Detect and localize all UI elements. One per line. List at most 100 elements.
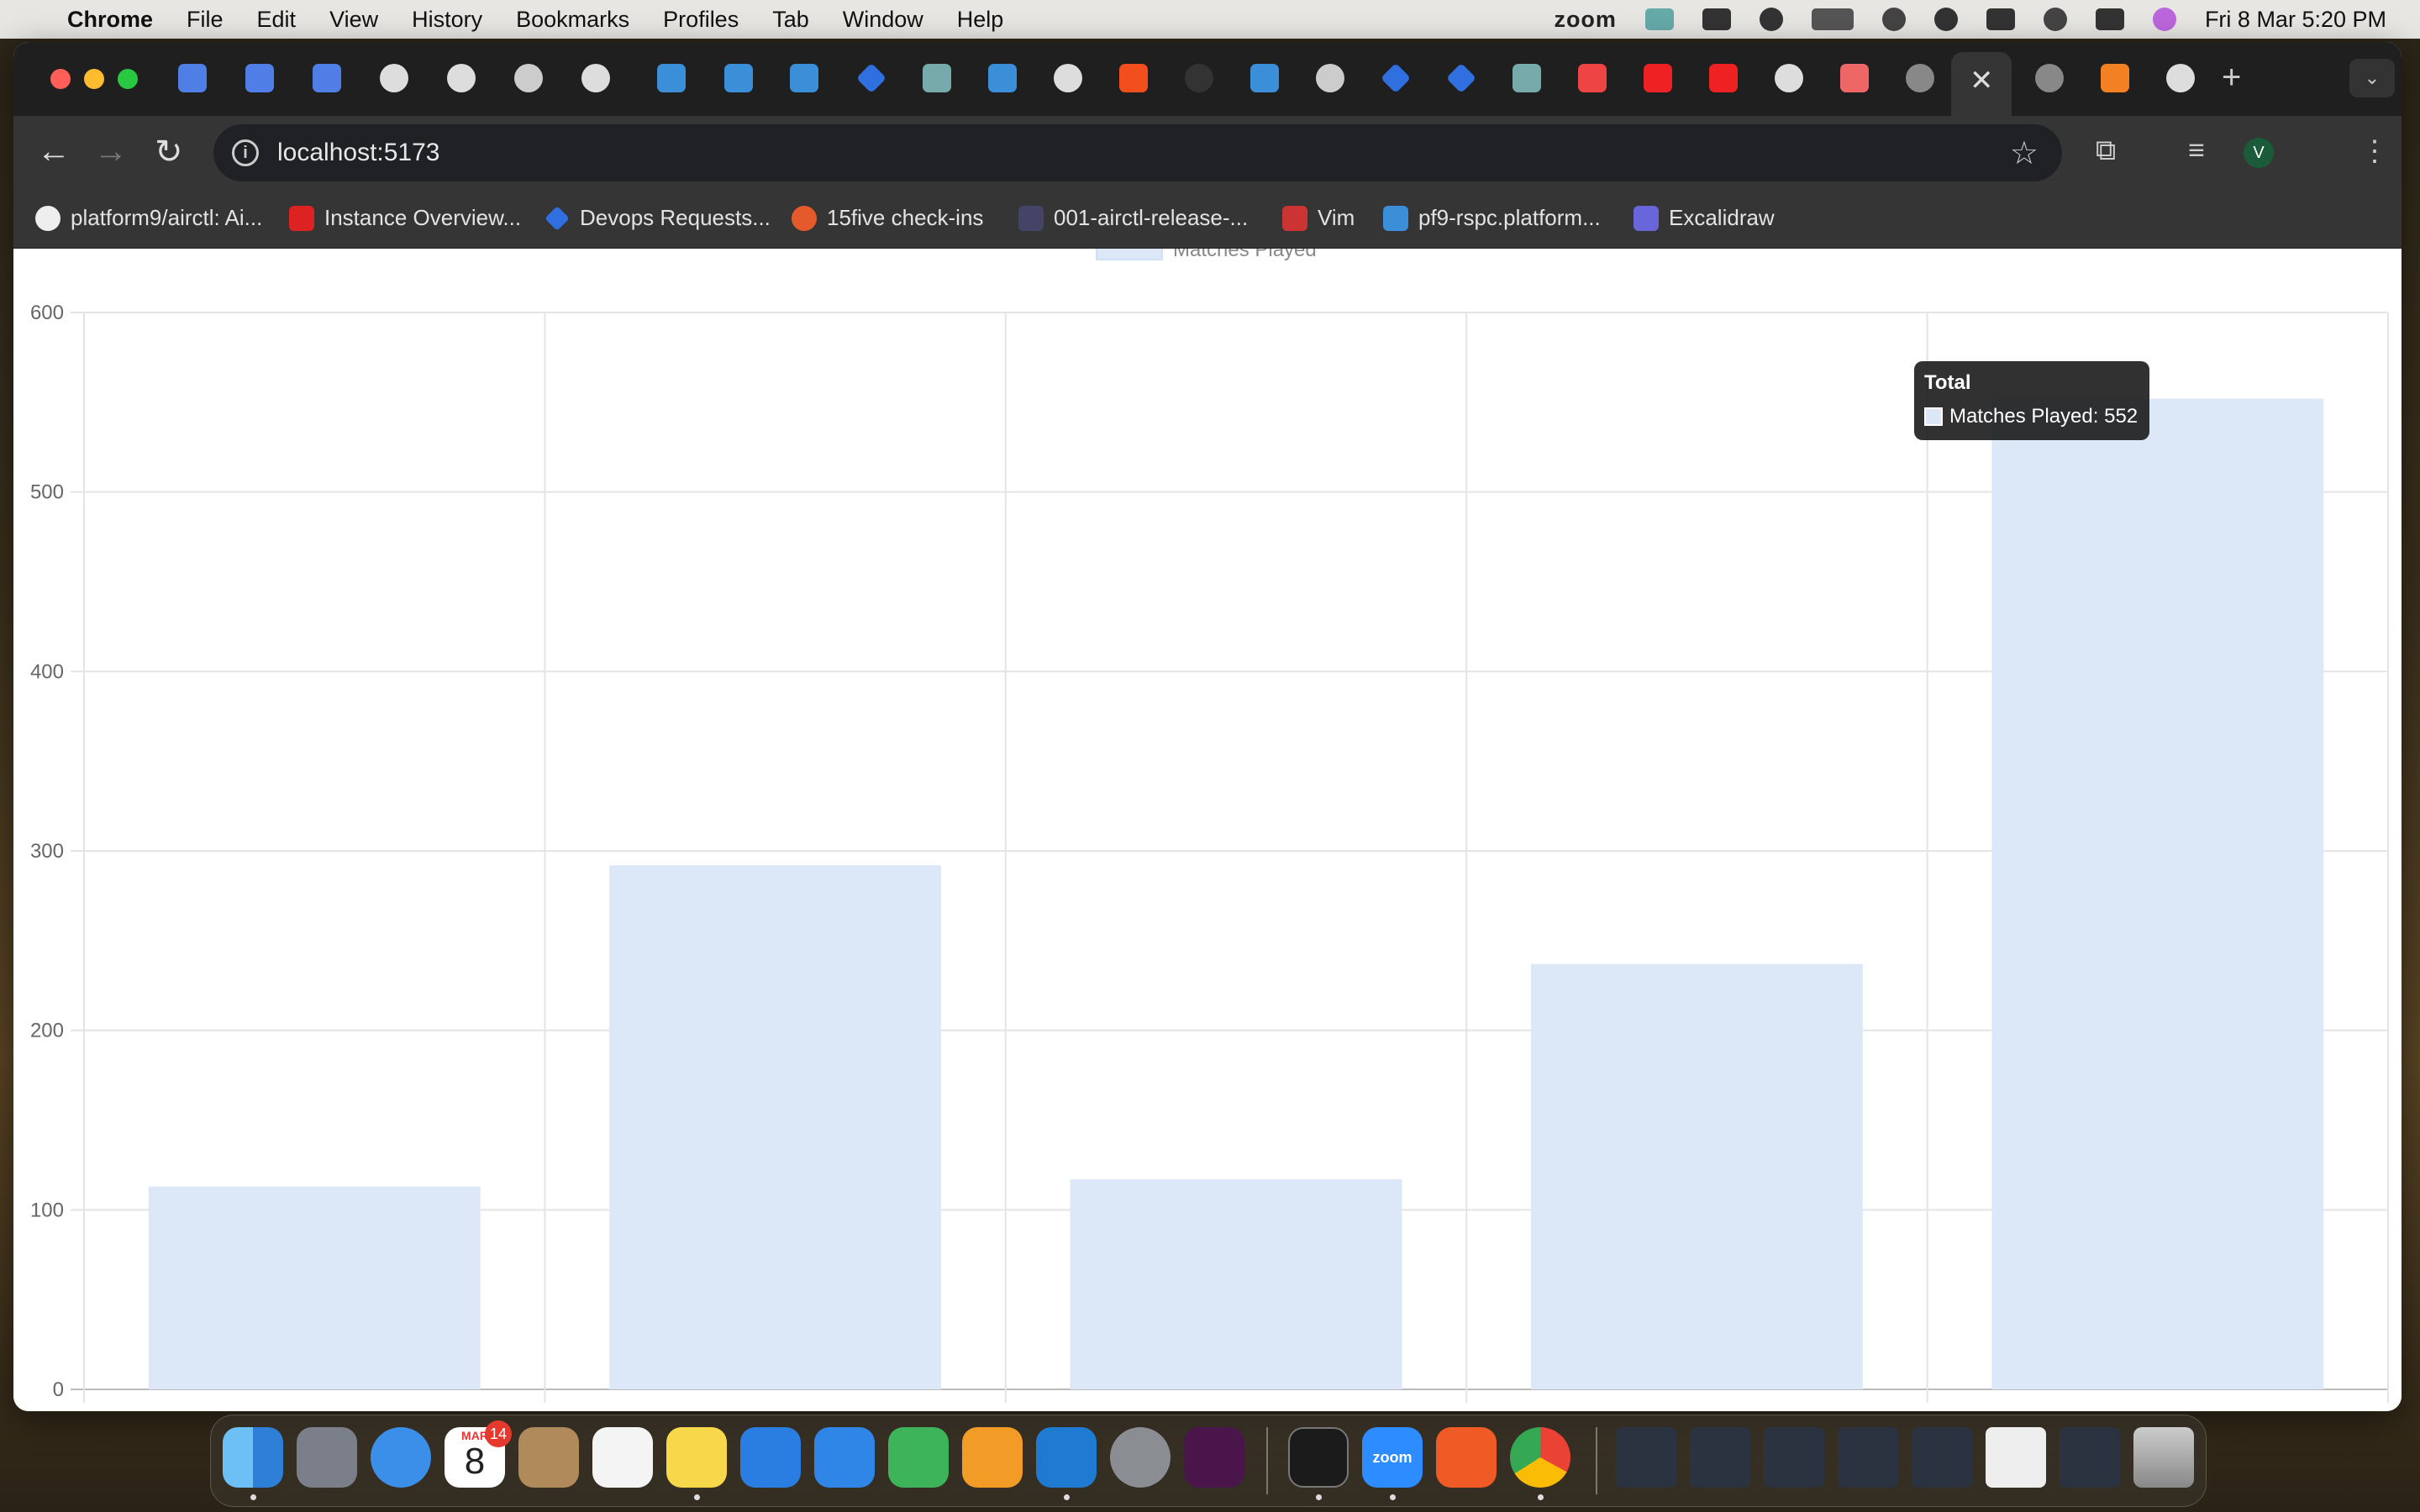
chrome-icon[interactable]: [1510, 1427, 1570, 1488]
minimized-window-icon[interactable]: [1912, 1427, 1972, 1488]
tab-platform9-icon[interactable]: [1250, 64, 1279, 92]
bookmark-item[interactable]: Vim: [1282, 205, 1355, 231]
menu-app-name[interactable]: Chrome: [67, 6, 154, 32]
tab-youtube-icon[interactable]: [1709, 64, 1738, 92]
freeform-icon[interactable]: [740, 1427, 801, 1488]
tab-stackoverflow-icon[interactable]: [2101, 64, 2129, 92]
tab-platform9-icon[interactable]: [657, 64, 686, 92]
tab-github-icon[interactable]: [581, 64, 610, 92]
slack-icon[interactable]: [1184, 1427, 1244, 1488]
finder-icon[interactable]: [223, 1427, 283, 1488]
legend-swatch[interactable]: [1096, 249, 1163, 260]
launchpad-icon[interactable]: [297, 1427, 357, 1488]
zoom-window-icon[interactable]: [118, 69, 138, 89]
menubar-datetime[interactable]: Fri 8 Mar 5:20 PM: [2204, 6, 2386, 32]
tab-platform9-icon[interactable]: [988, 64, 1017, 92]
tab-github-icon[interactable]: [380, 64, 408, 92]
brave-icon[interactable]: [1436, 1427, 1497, 1488]
tab-gmail-icon[interactable]: [1578, 64, 1607, 92]
battery-icon[interactable]: [1811, 8, 1854, 30]
tab-github-icon[interactable]: [1775, 64, 1803, 92]
menu-bookmarks[interactable]: Bookmarks: [516, 6, 630, 32]
site-info-icon[interactable]: i: [232, 139, 259, 166]
zoom-status-label[interactable]: zoom: [1554, 6, 1617, 32]
five-icon[interactable]: [1702, 8, 1731, 30]
zoom-app-icon[interactable]: zoom: [1362, 1427, 1423, 1488]
close-window-icon[interactable]: [50, 69, 71, 89]
menu-profiles[interactable]: Profiles: [663, 6, 739, 32]
minimize-window-icon[interactable]: [84, 69, 104, 89]
menu-edit[interactable]: Edit: [256, 6, 297, 32]
bookmark-star-icon[interactable]: ☆: [2009, 136, 2039, 171]
tab-google-docs-icon[interactable]: [313, 64, 341, 92]
minimized-window-icon[interactable]: [1986, 1427, 2046, 1488]
profile-avatar[interactable]: V: [2244, 138, 2274, 168]
minimized-window-icon[interactable]: [2060, 1427, 2120, 1488]
tab-chatgpt-icon[interactable]: [1512, 64, 1541, 92]
keyboard-icon[interactable]: [1986, 8, 2015, 30]
bookmark-item[interactable]: platform9/airctl: Ai...: [35, 205, 262, 231]
menu-history[interactable]: History: [412, 6, 483, 32]
minimized-window-icon[interactable]: [1616, 1427, 1676, 1488]
menu-file[interactable]: File: [187, 6, 224, 32]
keynote-icon[interactable]: [814, 1427, 875, 1488]
calendar-icon[interactable]: MAR 8 14: [445, 1420, 512, 1488]
new-tab-icon[interactable]: +: [2222, 59, 2242, 96]
tab-google-docs-icon[interactable]: [245, 64, 274, 92]
tab-jira-icon[interactable]: [1380, 62, 1412, 94]
bookmark-item[interactable]: Excalidraw: [1634, 205, 1775, 231]
control-center-icon[interactable]: [2095, 8, 2124, 30]
menu-tab[interactable]: Tab: [772, 6, 809, 32]
menu-view[interactable]: View: [329, 6, 379, 32]
tab-jira-icon[interactable]: [1445, 62, 1477, 94]
tab-github-icon[interactable]: [1054, 64, 1082, 92]
forward-icon[interactable]: →: [94, 133, 128, 170]
minimized-window-icon[interactable]: [1764, 1427, 1824, 1488]
menu-help[interactable]: Help: [956, 6, 1004, 32]
contacts-icon[interactable]: [518, 1427, 579, 1488]
legend-label[interactable]: Matches Played: [1173, 249, 1317, 261]
active-tab[interactable]: ✕: [1951, 52, 2012, 116]
bar[interactable]: [1070, 1179, 1402, 1389]
bar[interactable]: [1530, 963, 1863, 1389]
back-icon[interactable]: ←: [37, 133, 71, 170]
bookmark-item[interactable]: pf9-rspc.platform...: [1383, 205, 1601, 231]
numbers-icon[interactable]: [888, 1427, 949, 1488]
reminders-icon[interactable]: [592, 1427, 653, 1488]
tab-platform9-icon[interactable]: [790, 64, 818, 92]
bookmark-item[interactable]: 001-airctl-release-...: [1018, 205, 1248, 231]
tab-app-icon[interactable]: [1840, 64, 1869, 92]
notes-icon[interactable]: [666, 1427, 727, 1488]
reload-icon[interactable]: ↻: [155, 134, 183, 171]
tab-figma-icon[interactable]: [1119, 64, 1148, 92]
bookmark-item[interactable]: 15five check-ins: [792, 205, 983, 231]
user-icon[interactable]: [1933, 8, 1958, 31]
spotlight-search-icon[interactable]: [2043, 8, 2067, 31]
tab-github-error-icon[interactable]: [514, 64, 543, 92]
safari-icon[interactable]: [371, 1427, 431, 1488]
vscode-icon[interactable]: [1036, 1427, 1097, 1488]
trash-icon[interactable]: [2133, 1427, 2194, 1488]
siri-icon[interactable]: [2152, 8, 2176, 31]
play-icon[interactable]: [1759, 8, 1783, 31]
tab-github-error-icon[interactable]: [1316, 64, 1344, 92]
tab-globe-icon[interactable]: [1906, 64, 1934, 92]
tab-search-chevron-icon[interactable]: ⌄: [2349, 59, 2395, 97]
tab-chatgpt-icon[interactable]: [923, 64, 951, 92]
bar[interactable]: [1991, 398, 2324, 1389]
tab-platform9-icon[interactable]: [724, 64, 753, 92]
minimized-window-icon[interactable]: [1838, 1427, 1898, 1488]
menu-window[interactable]: Window: [842, 6, 923, 32]
url-text[interactable]: localhost:5173: [277, 139, 440, 166]
tab-github-icon[interactable]: [1185, 64, 1213, 92]
more-menu-icon[interactable]: ⋮: [2360, 135, 2389, 167]
extensions-icon[interactable]: ⧉: [2095, 134, 2117, 166]
teams-icon[interactable]: [1644, 8, 1674, 30]
terminal-icon[interactable]: [1288, 1427, 1349, 1488]
media-controls-icon[interactable]: ≡: [2188, 134, 2205, 166]
minimized-window-icon[interactable]: [1690, 1427, 1750, 1488]
bar[interactable]: [148, 1186, 481, 1389]
bar[interactable]: [609, 865, 942, 1389]
tab-google-docs-icon[interactable]: [178, 64, 207, 92]
pages-icon[interactable]: [962, 1427, 1023, 1488]
